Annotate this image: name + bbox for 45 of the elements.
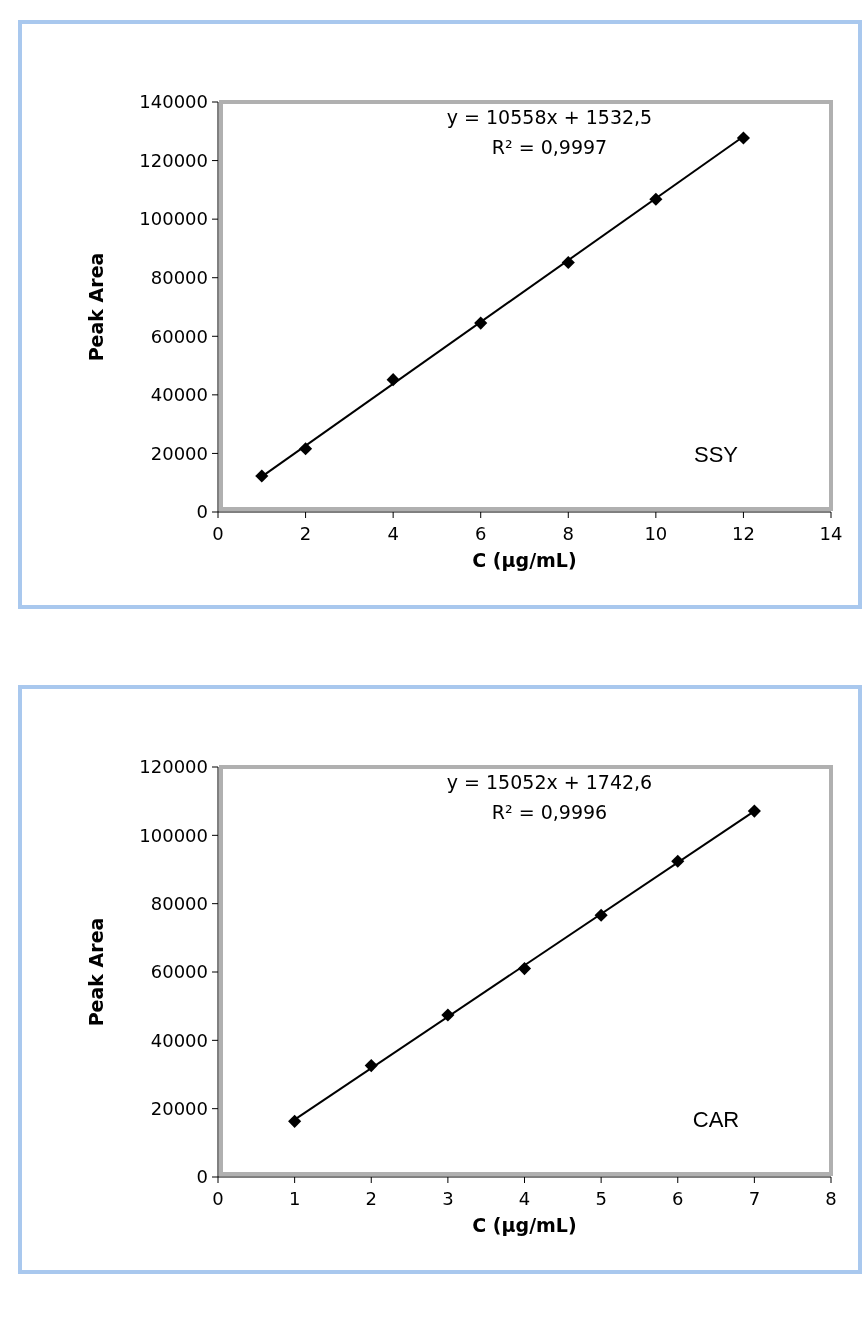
x-tick-label: 8 (562, 523, 575, 544)
x-tick-label: 12 (731, 523, 755, 544)
y-tick-label: 120000 (139, 149, 208, 171)
y-tick-label: 40000 (150, 1029, 208, 1051)
y-axis-title: Peak Area (85, 252, 107, 362)
x-tick-label: 3 (442, 1188, 454, 1209)
x-axis-title: C (µg/mL) (472, 549, 577, 571)
y-tick-label: 40000 (150, 384, 208, 406)
x-tick-label: 0 (212, 523, 224, 544)
x-tick-label: 0 (212, 1188, 224, 1209)
annotation: CAR (692, 1107, 740, 1132)
y-tick-label: 80000 (150, 892, 208, 914)
y-axis-title: Peak Area (85, 917, 107, 1027)
y-tick-label: 60000 (150, 961, 208, 983)
annotation: R² = 0,9997 (491, 136, 608, 158)
y-tick-label: 20000 (150, 1097, 208, 1119)
y-tick-label: 60000 (150, 325, 208, 347)
x-tick-label: 4 (387, 523, 399, 544)
annotation: y = 10558x + 1532,5 (446, 106, 653, 128)
x-tick-label: 2 (365, 1188, 377, 1209)
y-tick-label: 100000 (139, 824, 208, 846)
y-tick-label: 100000 (139, 208, 208, 230)
x-tick-label: 10 (644, 523, 668, 544)
x-tick-label: 14 (819, 523, 843, 544)
y-tick-label: 0 (196, 1166, 208, 1188)
x-tick-label: 8 (825, 1188, 837, 1209)
x-axis-title: C (µg/mL) (472, 1214, 577, 1236)
point (736, 131, 750, 145)
x-tick-label: 6 (474, 523, 487, 544)
annotation: R² = 0,9996 (491, 801, 608, 823)
y-tick-label: 20000 (150, 442, 208, 464)
x-tick-label: 7 (748, 1188, 761, 1209)
x-tick-label: 4 (518, 1188, 531, 1209)
y-tick-label: 80000 (150, 267, 208, 289)
x-tick-label: 6 (672, 1188, 684, 1209)
x-tick-label: 1 (288, 1188, 301, 1209)
x-tick-label: 5 (595, 1188, 607, 1209)
point (288, 1114, 302, 1128)
point (747, 804, 761, 818)
y-tick-label: 140000 (139, 91, 208, 113)
y-tick-label: 120000 (139, 756, 208, 778)
y-tick-label: 0 (196, 501, 208, 523)
annotation: SSY (693, 442, 739, 467)
annotation: y = 15052x + 1742,6 (446, 771, 653, 793)
x-tick-label: 2 (299, 523, 312, 544)
